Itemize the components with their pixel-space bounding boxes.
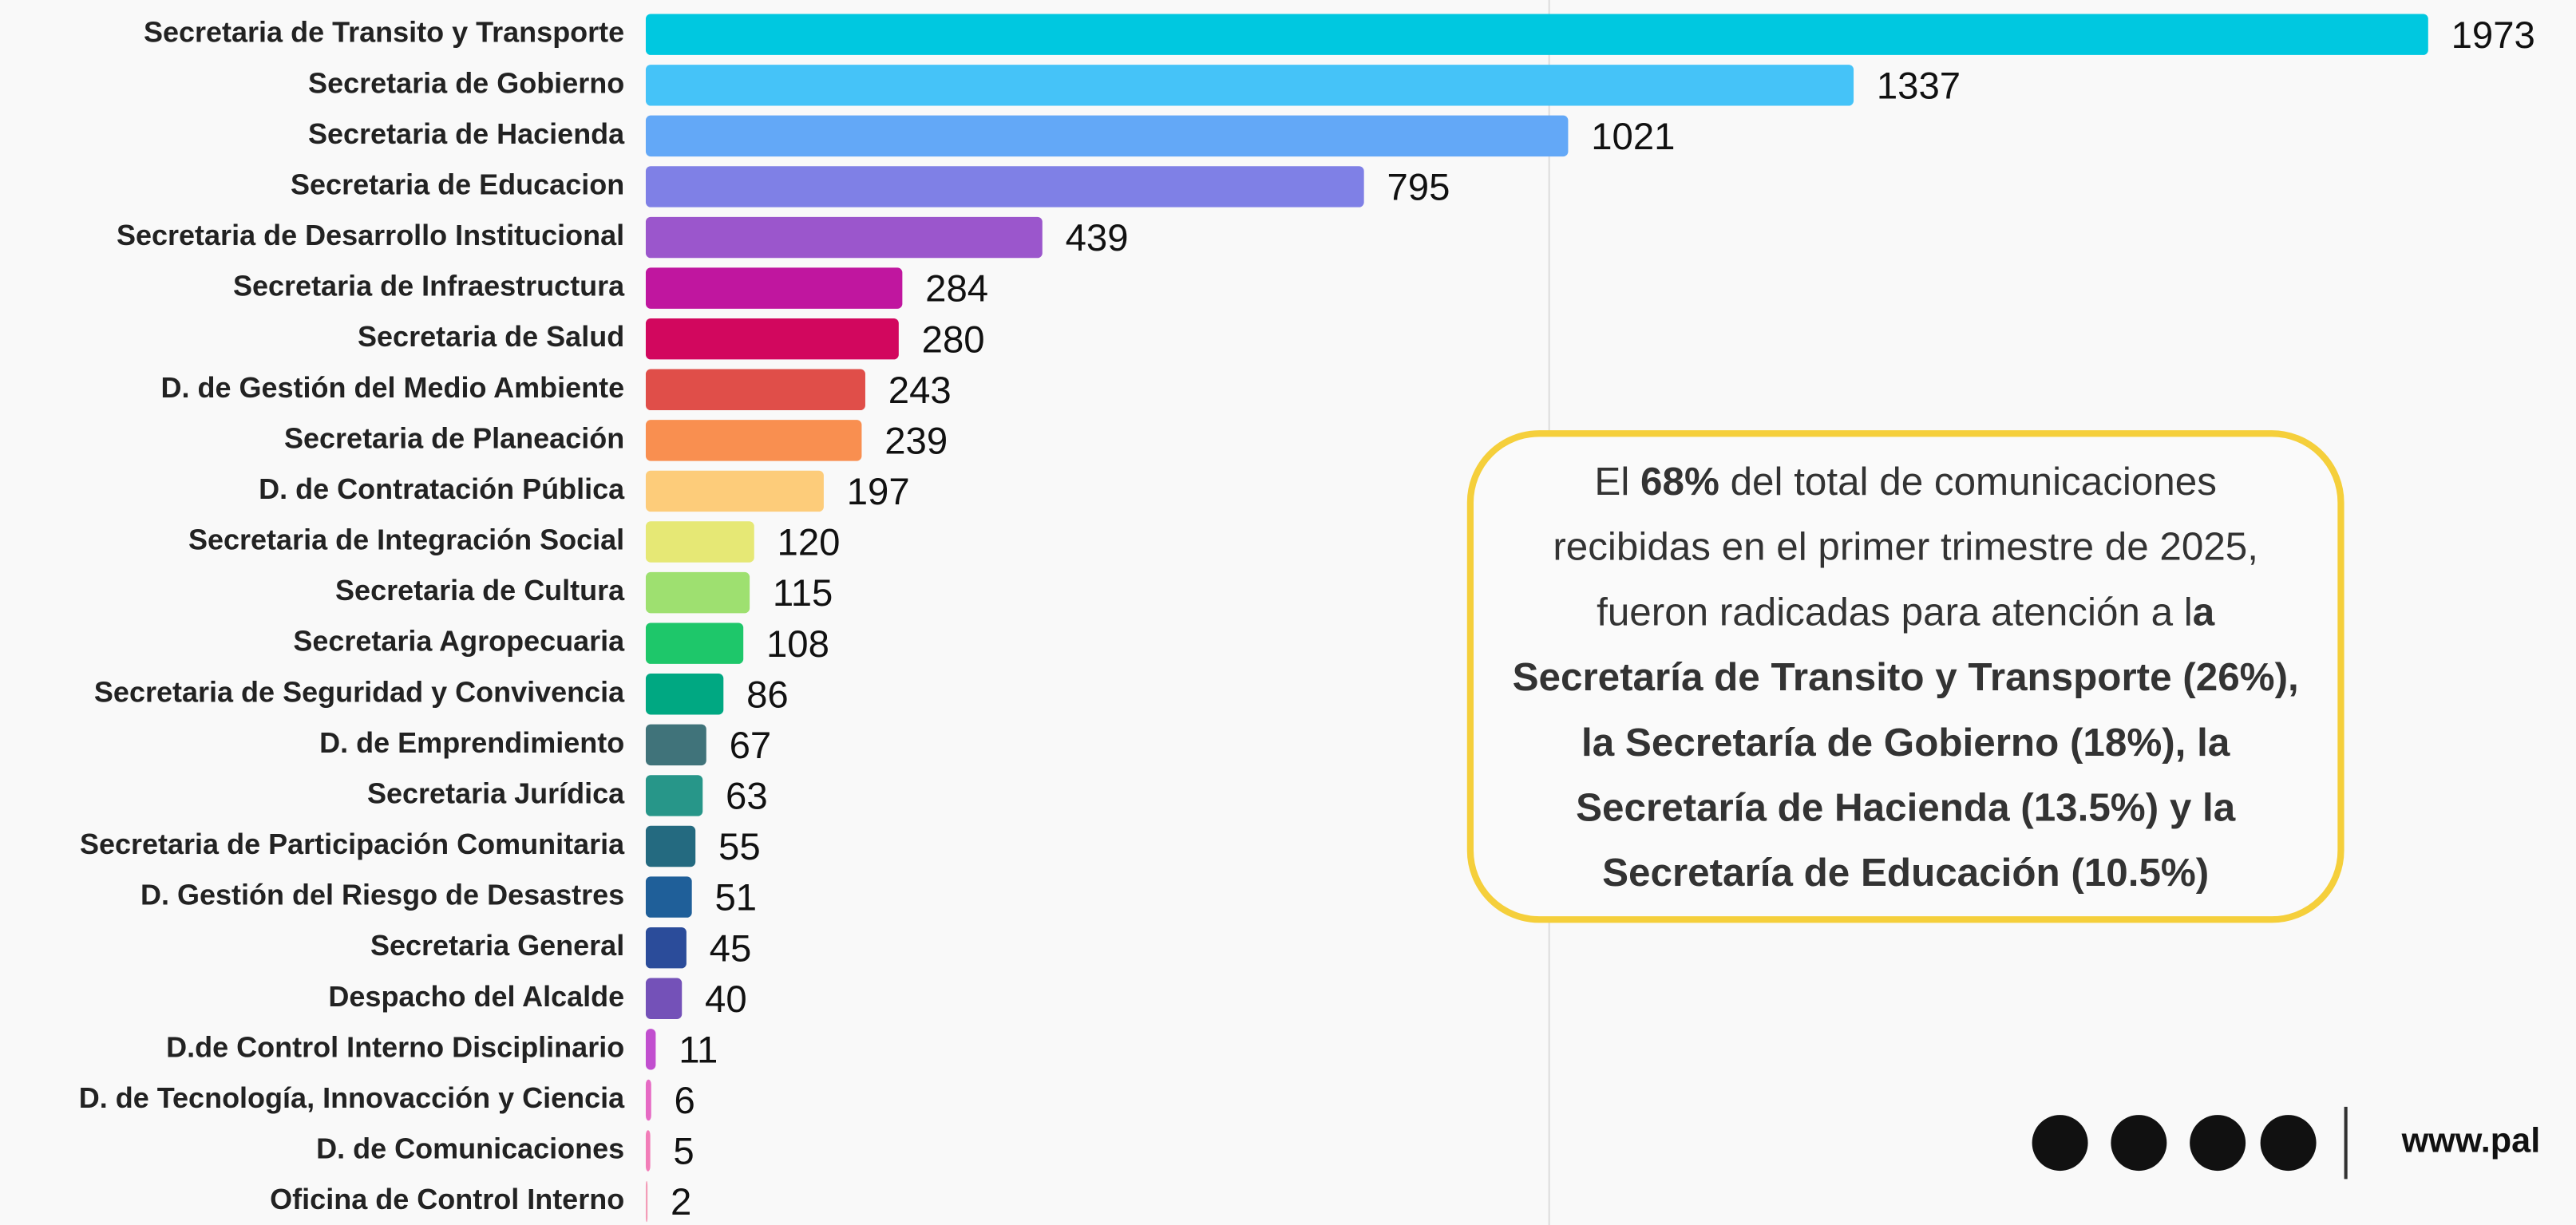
value-label: 51 [714,877,757,919]
annotation-line: Secretaría de Transito y Transporte (26%… [1513,655,2299,699]
annotation-box [1466,430,2345,923]
annotation-line: Secretaría de Hacienda (13.5%) y la [1576,785,2236,829]
value-label: 6 [675,1080,695,1122]
annotation-line: fueron radicadas para atención a la [1597,590,2215,634]
category-label: Secretaria de Infraestructura [233,270,625,302]
value-label: 11 [679,1029,718,1071]
bar [645,216,1043,259]
annotation-line: El 68% del total de comunicaciones [1594,460,2217,504]
category-label: Despacho del Alcalde [328,980,624,1013]
annotation-line: la Secretaría de Gobierno (18%), la [1581,721,2230,765]
value-label: 239 [884,420,948,462]
bar [645,978,683,1019]
annotation-text: fueron radicadas para atención a l [1597,590,2193,634]
annotation-line: recibidas en el primer trimestre de 2025… [1553,525,2258,569]
bar [645,521,754,563]
annotation-text: recibidas en el primer trimestre de 2025… [1553,525,2258,569]
category-label: Secretaria de Educacion [291,168,624,200]
annotation-text: El [1594,460,1640,504]
bar [645,267,903,309]
category-label: D. Gestión del Riesgo de Desastres [140,879,624,911]
bar [645,1130,651,1172]
category-label: Secretaria de Planeación [284,421,624,454]
bar [645,1079,651,1121]
annotation-text: la Secretaría de Gobierno (18%), la [1581,721,2230,765]
annotation-text: a [2193,590,2215,634]
annotation-text: del total de comunicaciones [1719,460,2217,504]
category-label: D. de Emprendimiento [319,726,624,759]
bar [645,927,687,969]
value-label: 1021 [1591,116,1675,158]
category-label: Secretaria Jurídica [367,776,625,809]
category-label: Secretaria de Desarrollo Institucional [117,219,624,251]
category-label: Secretaria de Transito y Transporte [144,16,624,49]
bar [645,318,899,360]
bar [645,876,692,918]
value-label: 108 [766,623,829,666]
bar [645,65,1854,106]
bar [645,724,706,766]
value-label: 1973 [2451,14,2535,57]
value-label: 2 [671,1181,691,1223]
value-label: 243 [888,369,952,412]
bar [645,369,865,410]
value-label: 63 [726,776,768,818]
category-label: Secretaria de Integración Social [188,524,624,556]
annotation-text: Secretaría de Educación (10.5%) [1602,851,2209,895]
value-label: 5 [673,1131,694,1173]
annotation-text: Secretaría de Hacienda (13.5%) y la [1576,785,2236,829]
bar [645,14,2428,55]
value-label: 115 [773,572,833,614]
bar [645,166,1364,207]
category-label: Secretaria de Seguridad y Convivencia [94,675,625,708]
value-label: 67 [730,725,772,767]
bar [645,622,744,664]
value-label: 120 [778,522,841,564]
value-label: 795 [1387,167,1450,209]
category-label: Secretaria de Hacienda [308,117,625,150]
bar [645,775,703,816]
facebook-icon[interactable] [2032,1115,2088,1172]
bar [645,674,724,715]
category-label: Secretaria de Gobierno [308,66,624,99]
category-label: D. de Contratación Pública [259,472,625,505]
category-label: Secretaria General [370,929,624,962]
bar [645,420,862,461]
value-label: 280 [922,318,985,361]
category-label: D. de Tecnología, Innovacción y Ciencia [79,1081,625,1114]
category-label: D. de Comunicaciones [316,1132,624,1165]
value-label: 439 [1066,217,1129,259]
bar [645,1180,648,1223]
category-label: Secretaria de Cultura [335,574,625,607]
annotation-text: 68% [1640,460,1719,504]
category-label: Oficina de Control Interno [270,1183,624,1215]
footer-url[interactable]: www.pal [2401,1122,2541,1160]
instagram-icon[interactable] [2190,1115,2246,1172]
value-label: 45 [710,927,752,970]
bar [645,825,696,867]
annotation-line: Secretaría de Educación (10.5%) [1602,851,2209,895]
category-label: D.de Control Interno Disciplinario [166,1030,624,1063]
bar [645,1029,656,1070]
bar [645,470,824,512]
bar [645,571,750,614]
category-label: Secretaria de Participación Comunitaria [80,828,625,860]
value-label: 284 [925,268,988,310]
category-label: Secretaria de Salud [358,320,624,353]
value-label: 55 [718,826,761,868]
annotation-text: Secretaría de Transito y Transporte (26%… [1513,655,2299,699]
bar [645,115,1569,157]
value-label: 40 [705,978,747,1021]
twitter-icon[interactable] [2111,1115,2167,1172]
youtube-icon[interactable] [2260,1115,2317,1172]
value-label: 86 [746,674,789,716]
category-label: Secretaria Agropecuaria [293,625,625,658]
value-label: 197 [847,471,910,513]
value-label: 1337 [1877,65,1961,107]
category-label: D. de Gestión del Medio Ambiente [160,371,624,404]
social-icons [2032,1106,2348,1180]
